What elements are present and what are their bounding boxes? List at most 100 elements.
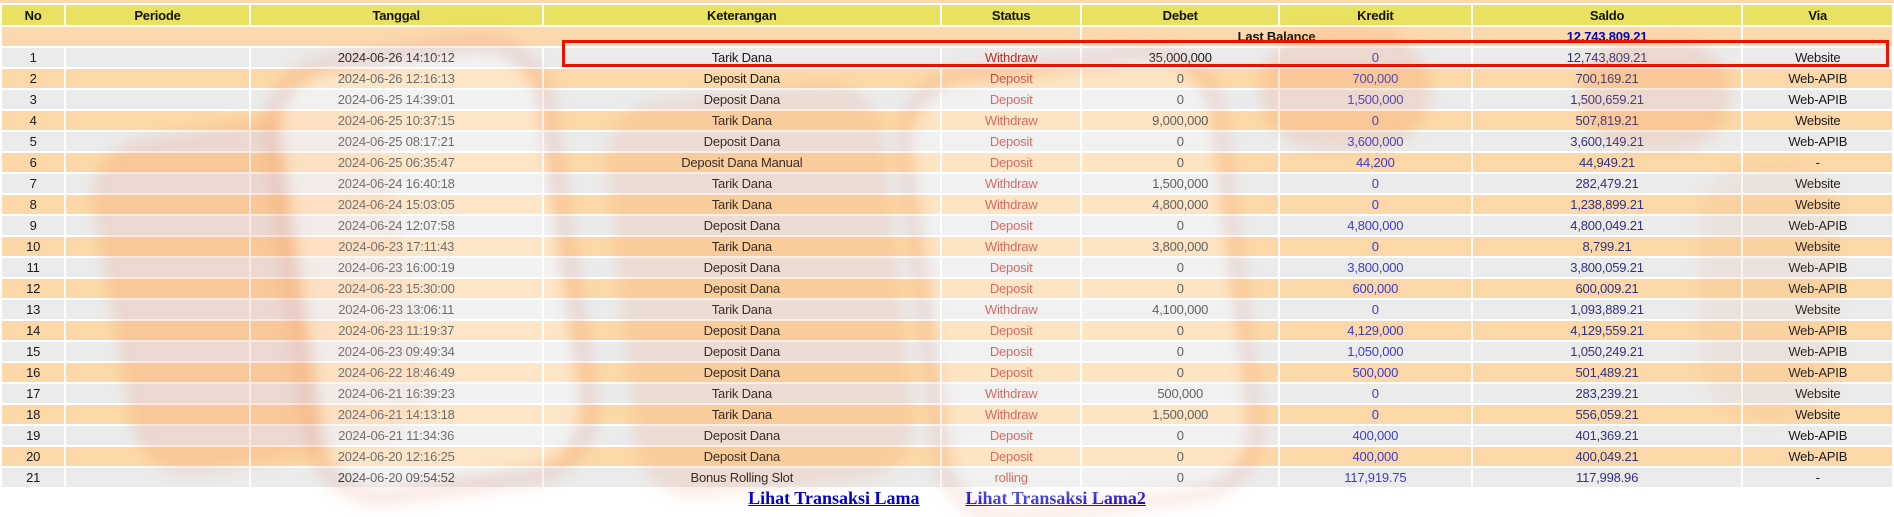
cell-via: Web-APIB	[1743, 132, 1892, 151]
cell-kredit: 0	[1280, 237, 1471, 256]
cell-no: 18	[2, 405, 65, 424]
cell-keterangan: Deposit Dana	[543, 321, 940, 340]
cell-via: -	[1743, 468, 1892, 487]
cell-debet: 1,500,000	[1082, 174, 1279, 193]
cell-keterangan: Deposit Dana Manual	[543, 153, 940, 172]
table-row: 15 2024-06-23 09:49:34 Deposit Dana Deposit…	[2, 342, 1892, 361]
cell-tanggal: 2024-06-24 15:03:05	[250, 195, 542, 214]
cell-keterangan: Tarik Dana	[543, 384, 940, 403]
cell-periode	[66, 48, 249, 67]
cell-kredit: 0	[1280, 405, 1471, 424]
cell-saldo: 507,819.21	[1472, 111, 1742, 130]
column-header-no: No	[2, 5, 65, 25]
cell-keterangan: Tarik Dana	[543, 300, 940, 319]
table-row: 13 2024-06-23 13:06:11 Tarik Dana Withdraw 4…	[2, 300, 1892, 319]
last-balance-value: 12,743,809.21	[1472, 27, 1742, 46]
cell-no: 3	[2, 90, 65, 109]
cell-debet: 9,000,000	[1082, 111, 1279, 130]
top-border-strip	[0, 0, 1894, 3]
header-row: No Periode Tanggal Keterangan Status Debet Kre…	[2, 5, 1892, 25]
column-header-keterangan: Keterangan	[543, 5, 940, 25]
cell-keterangan: Tarik Dana	[543, 405, 940, 424]
cell-periode	[66, 69, 249, 88]
table-row: 9 2024-06-24 12:07:58 Deposit Dana Deposit 0…	[2, 216, 1892, 235]
cell-kredit: 0	[1280, 384, 1471, 403]
cell-status: Deposit	[941, 153, 1081, 172]
table-row-highlighted: 1 2024-06-26 14:10:12 Tarik Dana Withdraw 35…	[2, 48, 1892, 67]
cell-tanggal: 2024-06-20 12:16:25	[250, 447, 542, 466]
cell-periode	[66, 342, 249, 361]
cell-via: Web-APIB	[1743, 447, 1892, 466]
link-lihat-transaksi-lama[interactable]: Lihat Transaksi Lama	[748, 488, 920, 508]
cell-keterangan: Deposit Dana	[543, 69, 940, 88]
cell-no: 6	[2, 153, 65, 172]
cell-tanggal: 2024-06-23 16:00:19	[250, 258, 542, 277]
cell-keterangan: Tarik Dana	[543, 111, 940, 130]
cell-status: rolling	[941, 468, 1081, 487]
cell-no: 12	[2, 279, 65, 298]
cell-saldo: 1,093,889.21	[1472, 300, 1742, 319]
cell-status: Deposit	[941, 426, 1081, 445]
cell-kredit: 117,919.75	[1280, 468, 1471, 487]
cell-keterangan: Deposit Dana	[543, 216, 940, 235]
cell-kredit: 400,000	[1280, 426, 1471, 445]
cell-via: Web-APIB	[1743, 426, 1892, 445]
cell-kredit: 4,129,000	[1280, 321, 1471, 340]
cell-saldo: 1,050,249.21	[1472, 342, 1742, 361]
cell-status: Withdraw	[941, 300, 1081, 319]
cell-kredit: 1,500,000	[1280, 90, 1471, 109]
cell-status: Deposit	[941, 321, 1081, 340]
cell-saldo: 117,998.96	[1472, 468, 1742, 487]
cell-saldo: 4,800,049.21	[1472, 216, 1742, 235]
cell-via: Web-APIB	[1743, 258, 1892, 277]
cell-status: Deposit	[941, 216, 1081, 235]
cell-debet: 1,500,000	[1082, 405, 1279, 424]
cell-keterangan: Deposit Dana	[543, 279, 940, 298]
cell-saldo: 8,799.21	[1472, 237, 1742, 256]
cell-via: Website	[1743, 48, 1892, 67]
table-header: No Periode Tanggal Keterangan Status Debet Kre…	[2, 5, 1892, 25]
cell-via: Web-APIB	[1743, 363, 1892, 382]
table-row: 8 2024-06-24 15:03:05 Tarik Dana Withdraw 4,…	[2, 195, 1892, 214]
cell-saldo: 600,009.21	[1472, 279, 1742, 298]
cell-saldo: 3,800,059.21	[1472, 258, 1742, 277]
cell-no: 13	[2, 300, 65, 319]
cell-periode	[66, 195, 249, 214]
cell-tanggal: 2024-06-23 13:06:11	[250, 300, 542, 319]
cell-periode	[66, 468, 249, 487]
table-row: 19 2024-06-21 11:34:36 Deposit Dana Deposit…	[2, 426, 1892, 445]
cell-tanggal: 2024-06-23 17:11:43	[250, 237, 542, 256]
column-header-status: Status	[941, 5, 1081, 25]
table-row: 5 2024-06-25 08:17:21 Deposit Dana Deposit 0…	[2, 132, 1892, 151]
cell-saldo: 4,129,559.21	[1472, 321, 1742, 340]
cell-no: 10	[2, 237, 65, 256]
cell-no: 5	[2, 132, 65, 151]
table-row: 14 2024-06-23 11:19:37 Deposit Dana Deposit…	[2, 321, 1892, 340]
cell-keterangan: Deposit Dana	[543, 447, 940, 466]
cell-kredit: 0	[1280, 174, 1471, 193]
cell-status: Withdraw	[941, 195, 1081, 214]
cell-debet: 4,800,000	[1082, 195, 1279, 214]
table-row: 7 2024-06-24 16:40:18 Tarik Dana Withdraw 1,…	[2, 174, 1892, 193]
cell-status: Deposit	[941, 90, 1081, 109]
cell-keterangan: Deposit Dana	[543, 363, 940, 382]
cell-no: 17	[2, 384, 65, 403]
cell-no: 14	[2, 321, 65, 340]
cell-keterangan: Tarik Dana	[543, 48, 940, 67]
cell-kredit: 500,000	[1280, 363, 1471, 382]
cell-saldo: 400,049.21	[1472, 447, 1742, 466]
cell-status: Withdraw	[941, 174, 1081, 193]
cell-kredit: 44,200	[1280, 153, 1471, 172]
cell-no: 15	[2, 342, 65, 361]
table-row: 21 2024-06-20 09:54:52 Bonus Rolling Slot r…	[2, 468, 1892, 487]
cell-periode	[66, 300, 249, 319]
cell-saldo: 700,169.21	[1472, 69, 1742, 88]
table-row: 17 2024-06-21 16:39:23 Tarik Dana Withdraw 5…	[2, 384, 1892, 403]
cell-periode	[66, 237, 249, 256]
cell-periode	[66, 216, 249, 235]
link-lihat-transaksi-lama2[interactable]: Lihat Transaksi Lama2	[965, 488, 1146, 508]
table-row: 4 2024-06-25 10:37:15 Tarik Dana Withdraw 9,…	[2, 111, 1892, 130]
cell-saldo: 1,500,659.21	[1472, 90, 1742, 109]
cell-debet: 0	[1082, 279, 1279, 298]
cell-periode	[66, 405, 249, 424]
